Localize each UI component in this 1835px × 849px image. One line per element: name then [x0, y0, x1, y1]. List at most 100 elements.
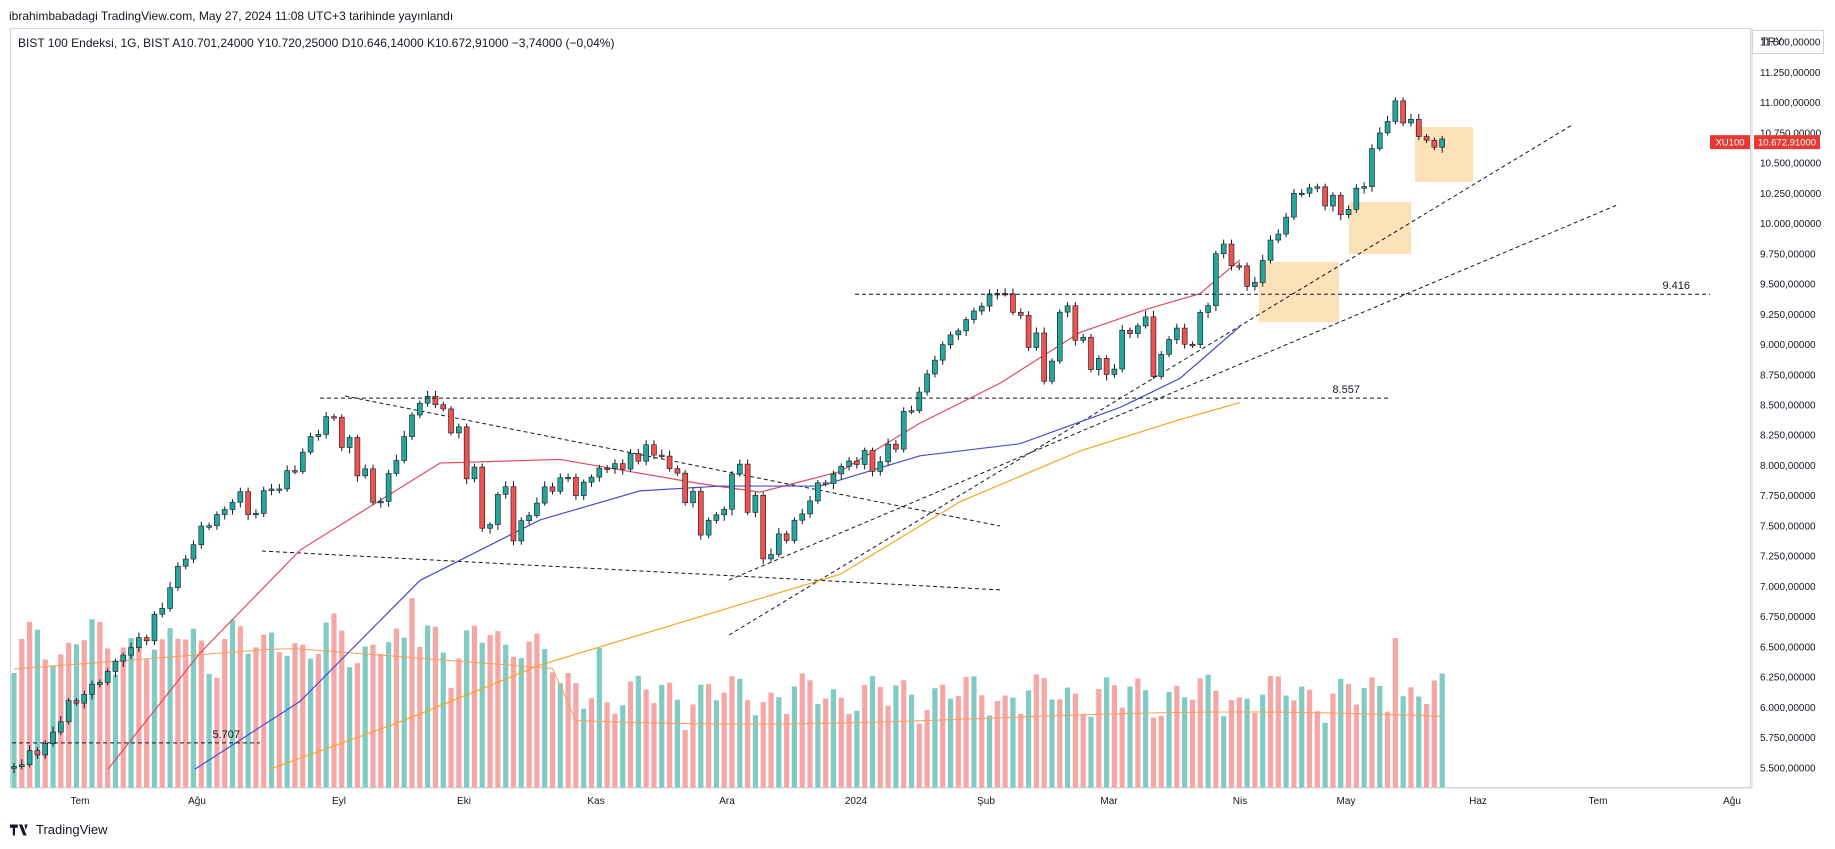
- volume-bar: [105, 648, 111, 788]
- candle-body: [1033, 332, 1040, 348]
- volume-bar: [932, 688, 938, 788]
- candle-body: [947, 334, 954, 346]
- volume-bar: [1064, 687, 1071, 788]
- volume-bar: [549, 672, 556, 788]
- price-tick-label: 10.500,00000: [1760, 159, 1822, 170]
- trend-line: [344, 395, 1001, 527]
- candle-body: [1400, 100, 1406, 124]
- level-label: 5.707: [212, 729, 240, 741]
- candle-body: [1064, 305, 1071, 313]
- volume-bar: [1408, 687, 1414, 788]
- moving-average-blue: [194, 325, 1241, 770]
- candle-body: [518, 520, 525, 542]
- volume-bar: [682, 730, 688, 788]
- volume-bar: [737, 678, 743, 788]
- volume-bar: [807, 680, 813, 788]
- candle-body: [1205, 305, 1211, 313]
- consolidation-zone: [1415, 127, 1473, 182]
- volume-bar: [518, 658, 524, 788]
- volume-bar: [1299, 686, 1305, 788]
- moving-average-orange: [269, 402, 1241, 770]
- candle-body: [1345, 209, 1352, 216]
- volume-bar: [1010, 697, 1016, 788]
- candle-body: [510, 486, 517, 542]
- volume-bar: [425, 625, 431, 788]
- volume-bar: [542, 648, 548, 788]
- candle-body: [151, 613, 158, 642]
- volume-bar: [830, 689, 837, 788]
- volume-bar: [1189, 699, 1196, 788]
- candle-body: [729, 473, 735, 510]
- consolidation-zone: [1259, 262, 1339, 322]
- symbol-tag: [1710, 135, 1750, 150]
- volume-bar: [510, 656, 517, 788]
- candle-body: [830, 473, 837, 484]
- volume-bar: [346, 667, 353, 788]
- price-axis[interactable]: 11.500,00000 11.250,00000 11.000,00000 10.7…: [1710, 28, 1822, 788]
- candle-body: [1056, 311, 1063, 362]
- candle-body: [432, 395, 439, 405]
- volume-bar: [924, 710, 930, 788]
- volume-bar: [963, 677, 969, 788]
- candle-body: [1213, 253, 1219, 306]
- candle-body: [198, 525, 205, 546]
- candle-body: [346, 437, 353, 448]
- last-price-label: 10.672,91000: [1758, 138, 1816, 149]
- candle-body: [1283, 216, 1289, 235]
- volume-bar: [573, 683, 579, 788]
- volume-bar: [276, 652, 282, 788]
- candle-body: [580, 481, 587, 496]
- volume-bar: [1416, 696, 1422, 788]
- candle-body: [1041, 332, 1047, 382]
- price-tick-label: 11.000,00000: [1760, 98, 1821, 109]
- candle-body: [1306, 187, 1313, 194]
- price-tick-label: 6.250,00000: [1760, 673, 1816, 684]
- candle-body: [97, 682, 103, 685]
- volume-bar: [479, 642, 485, 788]
- candle-body: [143, 637, 150, 642]
- candle-body: [471, 466, 478, 480]
- candle-body: [1330, 194, 1336, 207]
- candle-body: [1088, 336, 1094, 370]
- candle-body: [760, 495, 767, 560]
- currency-selector[interactable]: TRY: [1752, 30, 1824, 54]
- candle-body: [440, 404, 447, 410]
- candle-body: [260, 490, 267, 514]
- candle-body: [175, 565, 181, 589]
- time-tick-label: Mar: [1100, 796, 1118, 807]
- volume-bar: [690, 704, 696, 788]
- volume-bar: [19, 638, 25, 788]
- candle-body: [299, 451, 306, 472]
- volume-bar: [1135, 678, 1141, 788]
- candle-body: [869, 450, 876, 472]
- volume-bar: [1322, 722, 1328, 788]
- candle-body: [854, 460, 860, 465]
- volume-bar: [409, 598, 415, 788]
- candle-body: [502, 486, 509, 495]
- candle-body: [19, 764, 25, 767]
- volume-bar: [495, 631, 501, 788]
- volume-bar: [635, 675, 641, 788]
- candle-body: [697, 491, 704, 536]
- volume-bar: [229, 619, 236, 788]
- candle-body: [73, 700, 80, 704]
- volume-bar: [659, 684, 665, 788]
- volume-bar: [760, 702, 766, 788]
- price-tick-label: 6.500,00000: [1760, 642, 1816, 653]
- candle-body: [604, 467, 610, 470]
- price-tick-label: 10.750,00000: [1760, 128, 1822, 139]
- candle-body: [354, 437, 361, 477]
- volume-bar: [713, 700, 719, 788]
- volume-bar: [1330, 693, 1336, 788]
- candle-body: [1142, 316, 1149, 327]
- volume-bar: [1260, 694, 1266, 788]
- candle-body: [50, 731, 56, 744]
- volume-bar: [1104, 677, 1110, 788]
- volume-bar: [268, 632, 275, 788]
- volume-bar: [183, 639, 189, 788]
- candle-body: [182, 558, 189, 567]
- candle-body: [1236, 265, 1243, 268]
- time-axis[interactable]: Tem Ağu Eyl Eki Kas Ara 2024 Şub Mar Nis May Haz Tem…: [10, 787, 1752, 807]
- candle-body: [65, 700, 72, 723]
